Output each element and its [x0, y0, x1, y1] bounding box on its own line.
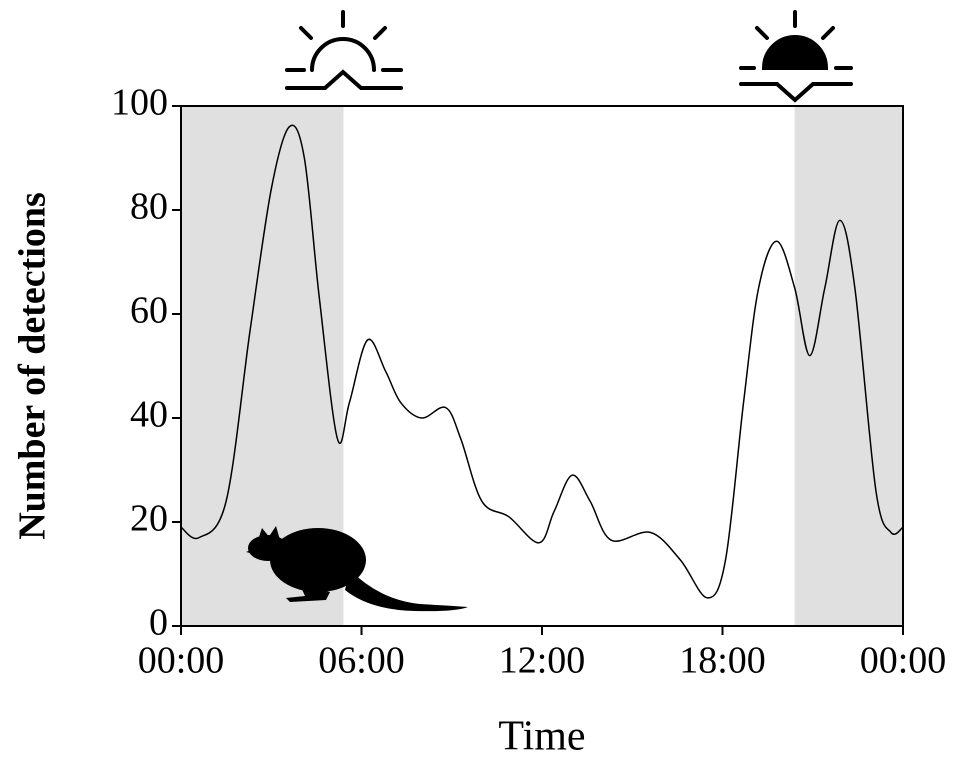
x-tick-label: 18:00 [679, 640, 766, 682]
x-tick-label: 06:00 [318, 640, 405, 682]
x-tick-label: 12:00 [499, 640, 586, 682]
y-tick-label: 40 [130, 394, 168, 436]
y-tick-label: 80 [130, 186, 168, 228]
y-tick-label: 20 [130, 498, 168, 540]
y-tick-label: 60 [130, 290, 168, 332]
data-line [180, 124, 904, 599]
x-tick-label: 00:00 [138, 640, 225, 682]
sunrise-icon [285, 10, 403, 90]
night-band [794, 106, 903, 626]
y-axis-label: Number of detections [12, 192, 54, 540]
sunset-icon [739, 10, 853, 103]
x-axis-label: Time [498, 714, 585, 760]
background-layer [181, 106, 903, 626]
kangaroo-icon [246, 526, 468, 612]
line-layer [180, 124, 904, 599]
x-tick-label: 00:00 [860, 640, 947, 682]
y-tick-label: 0 [149, 602, 168, 644]
y-tick-label: 100 [111, 82, 168, 124]
